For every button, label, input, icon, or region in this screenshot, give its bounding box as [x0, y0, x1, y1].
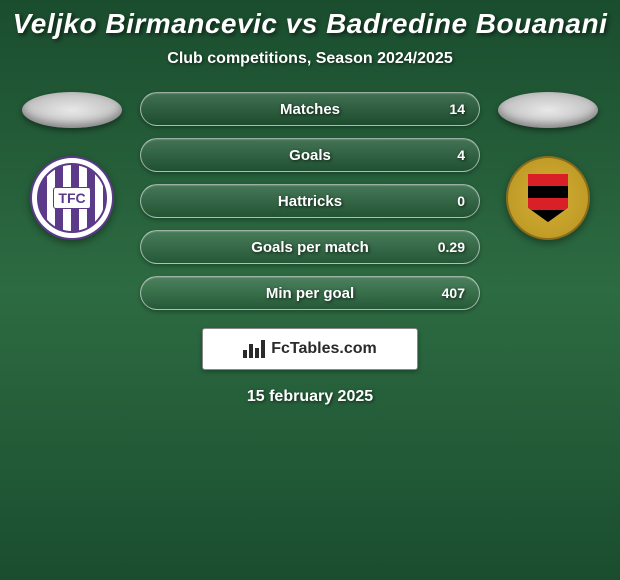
branding-text: FcTables.com	[271, 340, 377, 358]
branding-box[interactable]: FcTables.com	[202, 328, 418, 370]
main-row: TFC Matches 14 Goals 4 Hattricks 0 Goals…	[0, 92, 620, 310]
nice-badge-shield	[528, 174, 568, 222]
stat-value: 0	[457, 193, 465, 209]
right-player-photo-placeholder	[498, 92, 598, 128]
right-player-column	[498, 92, 598, 240]
stat-value: 4	[457, 147, 465, 163]
comparison-title: Veljko Birmancevic vs Badredine Bouanani	[13, 8, 608, 40]
stat-bar-hattricks: Hattricks 0	[140, 184, 480, 218]
comparison-subtitle: Club competitions, Season 2024/2025	[167, 50, 452, 68]
stat-value: 14	[449, 101, 465, 117]
date-line: 15 february 2025	[247, 388, 373, 406]
left-player-photo-placeholder	[22, 92, 122, 128]
left-club-badge: TFC	[30, 156, 114, 240]
stat-label: Hattricks	[278, 193, 342, 210]
left-player-column: TFC	[22, 92, 122, 240]
nice-stripe	[528, 186, 568, 198]
nice-stripe	[528, 198, 568, 210]
stat-bar-goals: Goals 4	[140, 138, 480, 172]
nice-stripe	[528, 210, 568, 222]
stat-value: 407	[442, 285, 465, 301]
nice-stripe	[528, 174, 568, 186]
tfc-badge-label: TFC	[53, 187, 90, 209]
stat-label: Min per goal	[266, 285, 354, 302]
stat-value: 0.29	[438, 239, 465, 255]
stat-label: Goals	[289, 147, 331, 164]
stat-bar-matches: Matches 14	[140, 92, 480, 126]
stat-label: Goals per match	[251, 239, 369, 256]
bar-chart-icon	[243, 340, 265, 358]
stats-column: Matches 14 Goals 4 Hattricks 0 Goals per…	[140, 92, 480, 310]
stat-bar-gpm: Goals per match 0.29	[140, 230, 480, 264]
stat-bar-mpg: Min per goal 407	[140, 276, 480, 310]
right-club-badge	[506, 156, 590, 240]
stat-label: Matches	[280, 101, 340, 118]
tfc-badge-inner: TFC	[37, 163, 107, 233]
